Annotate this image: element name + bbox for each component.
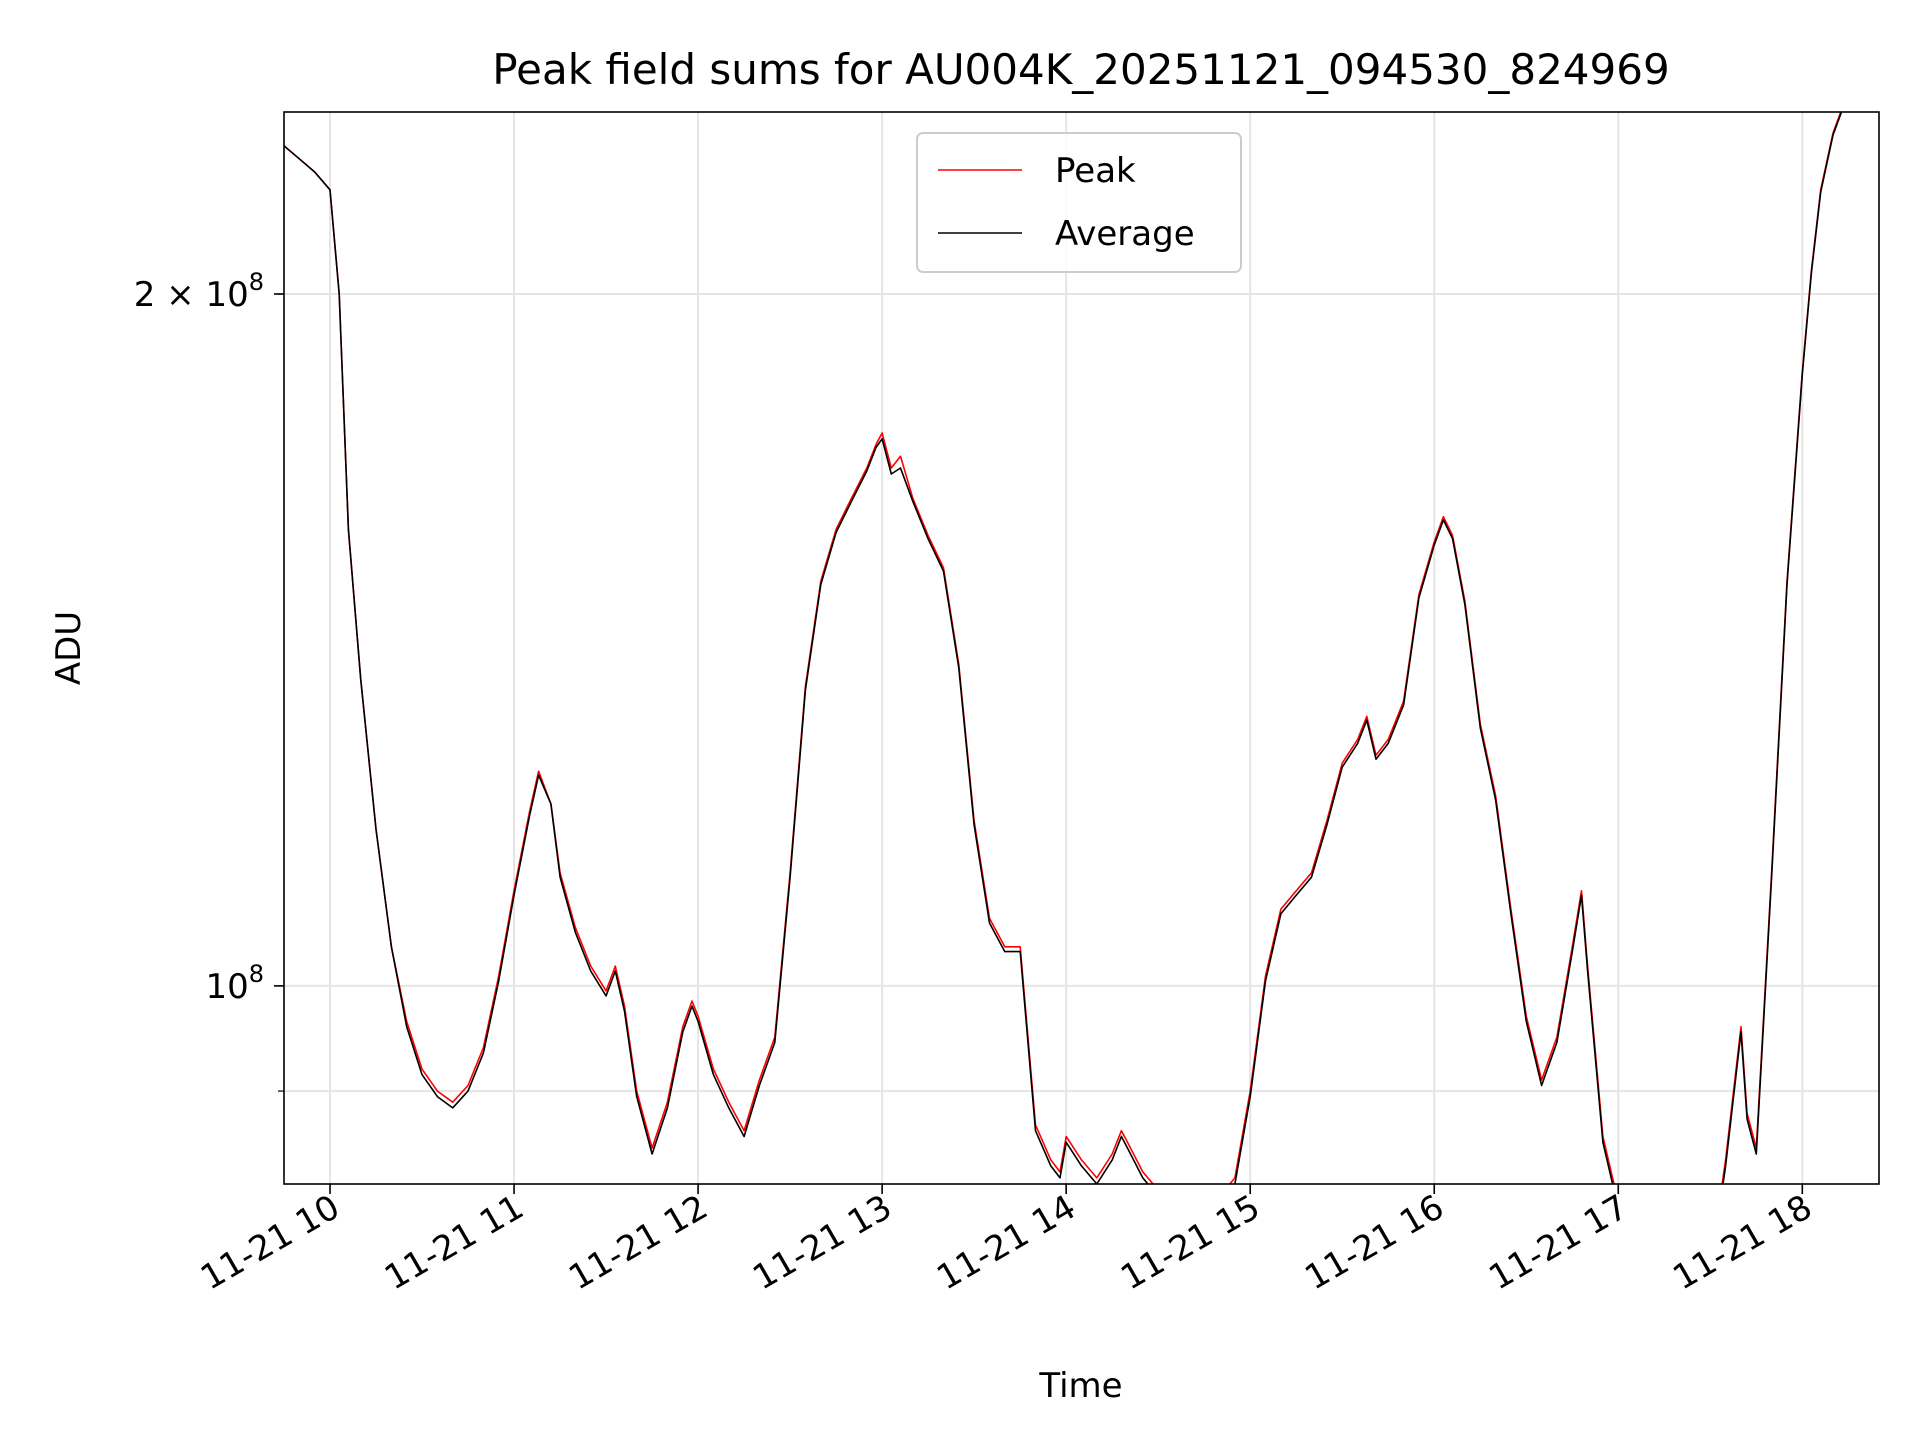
y-tick-label: 2 × 108: [134, 268, 264, 315]
y-tick-base: 2 × 10: [134, 275, 249, 315]
y-tick-exponent: 8: [249, 268, 264, 296]
legend-peak-label: Peak: [1055, 151, 1136, 191]
legend-box: [916, 132, 1242, 273]
plot-frame: [283, 111, 1880, 1185]
grid: [284, 112, 1879, 1184]
legend-average-label: Average: [1055, 214, 1195, 254]
y-tick-exponent: 8: [249, 960, 264, 988]
legend: Peak Average: [916, 132, 1242, 273]
y-tick-base: 10: [205, 967, 248, 1007]
series-layer: [284, 112, 1843, 1184]
y-axis-label: ADU: [49, 611, 89, 685]
series-line-average: [284, 112, 1843, 1184]
y-tick-label: 108: [205, 960, 264, 1007]
x-axis-label: Time: [1038, 1366, 1122, 1406]
chart-title: Peak field sums for AU004K_20251121_0945…: [492, 45, 1669, 94]
